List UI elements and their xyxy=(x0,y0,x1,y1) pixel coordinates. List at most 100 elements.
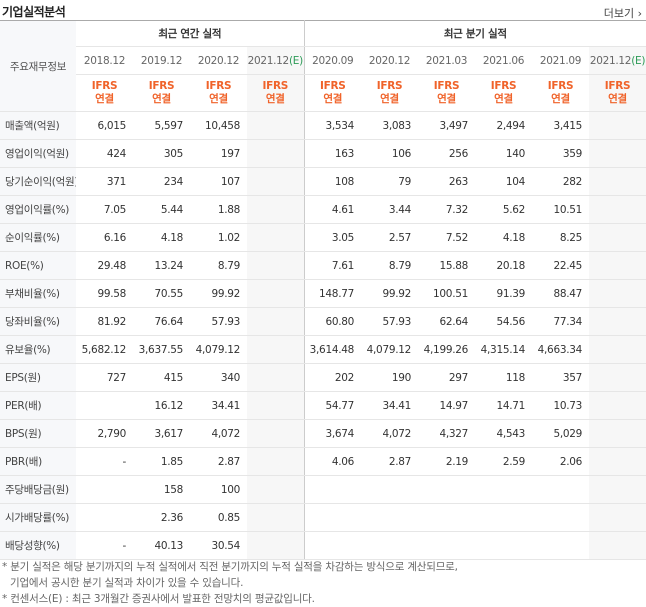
value-cell xyxy=(247,503,304,532)
data-row: 순이익률(%) 6.16 4.18 1.02 3.05 2.57 7.52 4.18 8.25 xyxy=(0,223,646,252)
period-date: 2019.12 xyxy=(140,54,183,67)
footnote: * 컨센서스(E) : 최근 3개월간 증권사에서 발표한 전망치의 평균값입니… xyxy=(2,593,315,605)
value-cell xyxy=(361,503,418,532)
period-header: 2021.09 xyxy=(532,46,589,75)
basis-header: IFRS 연결 xyxy=(418,74,475,112)
value-cell xyxy=(589,167,646,196)
basis-text: IFRS xyxy=(319,80,346,92)
value-cell: 20.18 xyxy=(475,251,532,280)
value-cell: 16.12 xyxy=(133,391,190,420)
value-cell: 727 xyxy=(76,363,133,392)
period-header: 2020.12 xyxy=(190,46,247,75)
value-cell: - xyxy=(76,531,133,560)
value-cell: 1.85 xyxy=(133,447,190,476)
value-cell xyxy=(247,531,304,560)
period-header: 2021.12(E) xyxy=(247,46,304,75)
value-cell: 7.52 xyxy=(418,223,475,252)
value-cell: 4,079.12 xyxy=(190,335,247,364)
value-cell xyxy=(247,223,304,252)
value-cell: 54.56 xyxy=(475,307,532,336)
estimate-mark: (E) xyxy=(631,54,646,67)
value-cell xyxy=(76,503,133,532)
data-row: 배당성향(%) -40.13 30.54 xyxy=(0,531,646,560)
value-cell: 2.57 xyxy=(361,223,418,252)
value-cell xyxy=(589,475,646,504)
value-cell xyxy=(361,531,418,560)
value-cell: 81.92 xyxy=(76,307,133,336)
row-label: 매출액(억원) xyxy=(0,111,76,140)
data-row: 당좌비율(%) 81.92 76.64 57.93 60.80 57.93 62.64 54.… xyxy=(0,307,646,336)
value-cell: 4,315.14 xyxy=(475,335,532,364)
value-cell: 3,637.55 xyxy=(133,335,190,364)
value-cell: 34.41 xyxy=(190,391,247,420)
value-cell: 104 xyxy=(475,167,532,196)
value-cell: 99.92 xyxy=(361,279,418,308)
value-cell xyxy=(247,195,304,224)
period-header: 2018.12 xyxy=(76,46,133,75)
row-label: PER(배) xyxy=(0,391,76,420)
value-cell xyxy=(532,503,589,532)
value-cell xyxy=(247,419,304,448)
period-header: 2021.12(E) xyxy=(589,46,646,75)
value-cell: 3,614.48 xyxy=(303,335,361,364)
row-label: 순이익률(%) xyxy=(0,223,76,252)
value-cell: - xyxy=(76,447,133,476)
value-cell xyxy=(589,307,646,336)
value-cell xyxy=(247,167,304,196)
value-cell: 202 xyxy=(303,363,361,392)
value-cell xyxy=(247,279,304,308)
value-cell: 4.18 xyxy=(475,223,532,252)
value-cell: 54.77 xyxy=(303,391,361,420)
value-cell: 2,494 xyxy=(475,111,532,140)
group-header-row: 주요재무정보 최근 연간 실적 최근 분기 실적 xyxy=(0,20,646,112)
value-cell: 190 xyxy=(361,363,418,392)
value-cell: 34.41 xyxy=(361,391,418,420)
basis-text: IFRS xyxy=(547,80,574,92)
basis-header: IFRS 연결 xyxy=(532,74,589,112)
value-cell: 3.05 xyxy=(303,223,361,252)
value-cell xyxy=(361,475,418,504)
basis-text: IFRS xyxy=(148,80,175,92)
value-cell: 76.64 xyxy=(133,307,190,336)
value-cell: 10,458 xyxy=(190,111,247,140)
value-cell xyxy=(589,391,646,420)
basis-text: IFRS xyxy=(604,80,631,92)
row-label: 영업이익률(%) xyxy=(0,195,76,224)
value-cell: 263 xyxy=(418,167,475,196)
value-cell xyxy=(589,531,646,560)
more-link[interactable]: 더보기 xyxy=(604,5,642,21)
group-header: 최근 연간 실적 xyxy=(76,20,304,47)
value-cell xyxy=(589,139,646,168)
value-cell: 148.77 xyxy=(303,279,361,308)
value-cell xyxy=(589,335,646,364)
basis-header: IFRS 연결 xyxy=(190,74,247,112)
value-cell: 62.64 xyxy=(418,307,475,336)
value-cell xyxy=(475,503,532,532)
value-cell xyxy=(76,391,133,420)
basis-header: IFRS 연결 xyxy=(303,74,361,112)
data-row: EPS(원) 727 415 340 202 190 297 118 357 xyxy=(0,363,646,392)
value-cell: 4,079.12 xyxy=(361,335,418,364)
value-cell xyxy=(418,531,475,560)
value-cell xyxy=(589,447,646,476)
value-cell: 60.80 xyxy=(303,307,361,336)
row-label: 주당배당금(원) xyxy=(0,475,76,504)
footnote: * 분기 실적은 해당 분기까지의 누적 실적에서 직전 분기까지의 누적 실적… xyxy=(2,561,458,573)
value-cell: 13.24 xyxy=(133,251,190,280)
value-cell: 1.88 xyxy=(190,195,247,224)
basis-header: IFRS 연결 xyxy=(361,74,418,112)
value-cell: 99.92 xyxy=(190,279,247,308)
value-cell xyxy=(247,391,304,420)
value-cell: 7.61 xyxy=(303,251,361,280)
value-cell: 297 xyxy=(418,363,475,392)
basis-text: IFRS xyxy=(91,80,118,92)
value-cell: 3,674 xyxy=(303,419,361,448)
value-cell: 8.79 xyxy=(361,251,418,280)
value-cell: 2.19 xyxy=(418,447,475,476)
value-cell: 4,663.34 xyxy=(532,335,589,364)
value-cell: 108 xyxy=(303,167,361,196)
period-date: 2021.03 xyxy=(425,54,468,67)
value-cell: 10.73 xyxy=(532,391,589,420)
basis-header: IFRS 연결 xyxy=(133,74,190,112)
